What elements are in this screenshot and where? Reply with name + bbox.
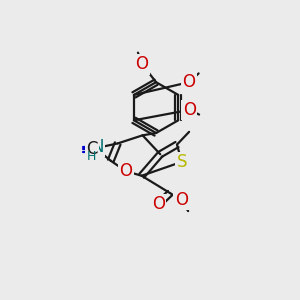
Text: O: O [152, 195, 165, 213]
Text: S: S [176, 153, 187, 171]
Text: O: O [175, 191, 188, 209]
Text: O: O [183, 101, 196, 119]
Text: O: O [136, 55, 148, 73]
Text: H: H [87, 150, 97, 163]
Text: O: O [119, 162, 132, 180]
Text: C: C [86, 140, 98, 158]
Text: N: N [91, 138, 103, 156]
Text: O: O [183, 73, 196, 91]
